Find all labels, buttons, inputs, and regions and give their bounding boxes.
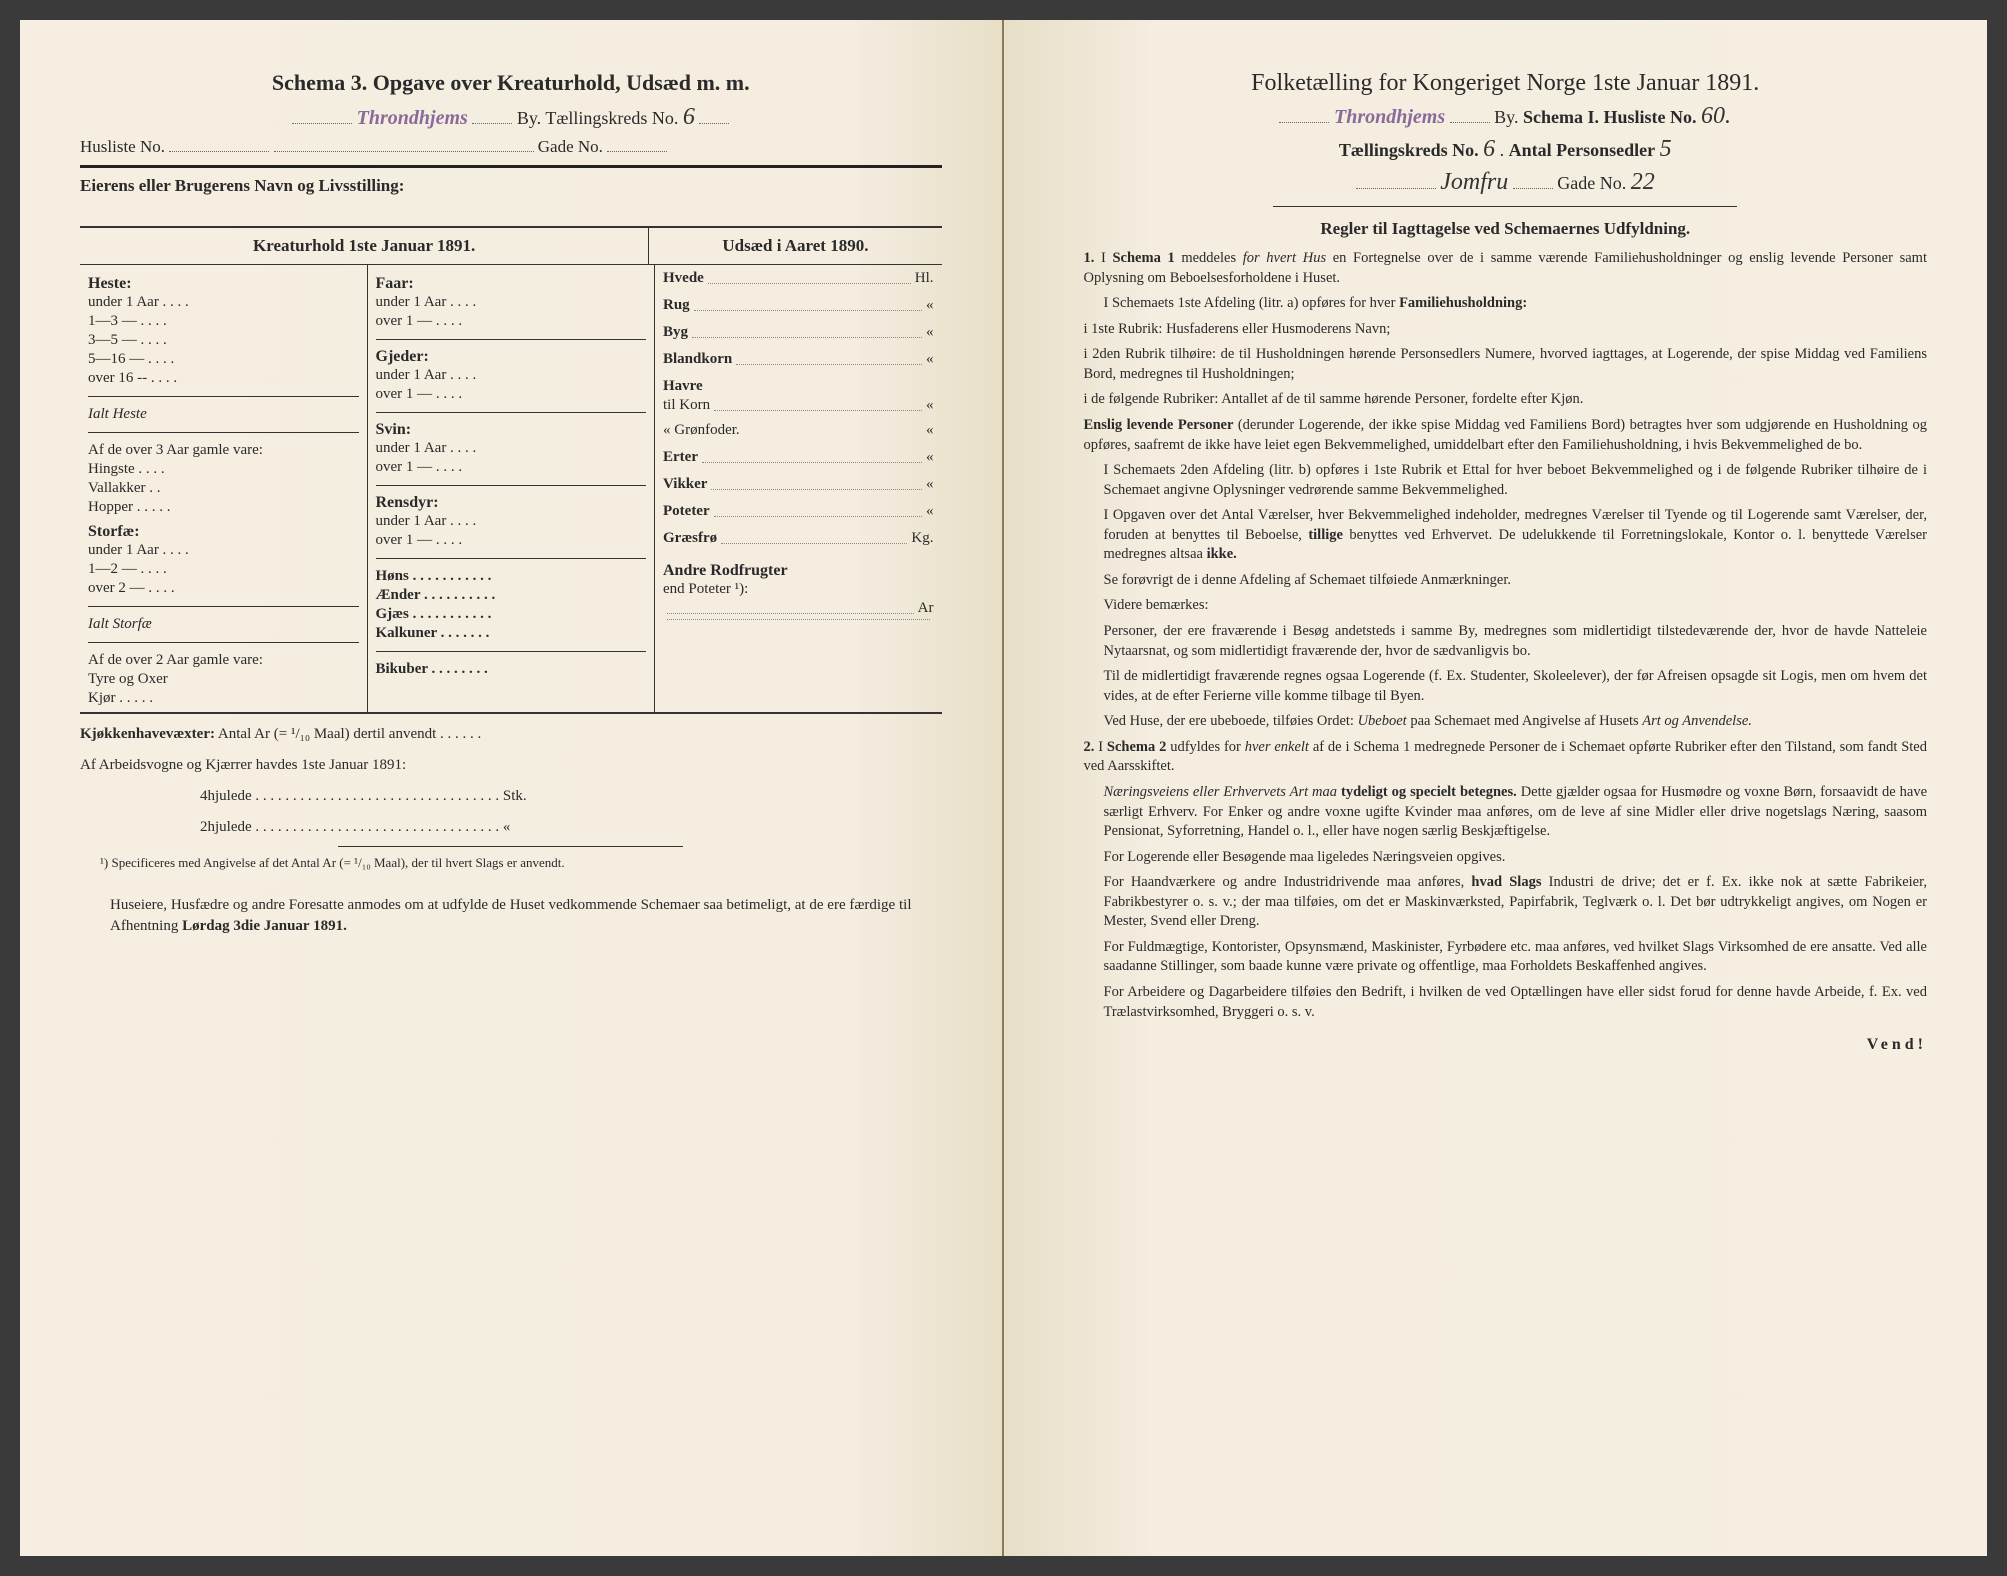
andre-head: Andre Rodfrugter <box>663 562 934 580</box>
husliste-label: Husliste No. <box>80 137 165 156</box>
faar-head: Faar: <box>376 275 647 293</box>
r-city-line: Throndhjems By. Schema I. Husliste No. 6… <box>1084 103 1928 130</box>
gjeder-head: Gjeder: <box>376 348 647 366</box>
rules-heading: Regler til Iagttagelse ved Schemaernes U… <box>1084 219 1928 239</box>
rules-body: 1. I Schema 1 meddeles for hvert Hus en … <box>1084 249 1928 1022</box>
right-page: Folketælling for Kongeriget Norge 1ste J… <box>1004 20 1988 1556</box>
storfae-head: Storfæ: <box>88 523 359 541</box>
city-stamp: Throndhjems <box>357 107 468 129</box>
vend-label: Vend! <box>1084 1036 1928 1054</box>
schema3-title: Schema 3. Opgave over Kreaturhold, Udsæd… <box>80 70 942 96</box>
kreatur-head: Kreaturhold 1ste Januar 1891. <box>80 228 649 264</box>
census-title: Folketælling for Kongeriget Norge 1ste J… <box>1084 70 1928 97</box>
arbeids-2: 2hjulede . . . . . . . . . . . . . . . .… <box>80 817 942 838</box>
arbeids-head: Af Arbeidsvogne og Kjærrer havdes 1ste J… <box>80 755 942 776</box>
heste-head: Heste: <box>88 275 359 293</box>
husliste-line: Husliste No. Gade No. <box>80 137 942 157</box>
city-line: Throndhjems By. Tællingskreds No. 6 <box>80 104 942 131</box>
gade-name: Jomfru <box>1440 169 1508 195</box>
left-page: Schema 3. Opgave over Kreaturhold, Udsæd… <box>20 20 1004 1556</box>
col-heste-storfae: Heste: under 1 Aar . . . . 1—3 — . . . .… <box>80 265 368 712</box>
by-label: By. <box>517 108 541 128</box>
rensdyr-head: Rensdyr: <box>376 494 647 512</box>
r-city-stamp: Throndhjems <box>1334 106 1445 128</box>
gade-label: Gade No. <box>538 137 603 156</box>
svin-head: Svin: <box>376 421 647 439</box>
closing-text: Huseiere, Husfædre og andre Foresatte an… <box>80 895 942 937</box>
gade-value: 22 <box>1631 169 1655 195</box>
udsaed-head: Udsæd i Aaret 1890. <box>649 228 941 264</box>
tkreds-label: Tællingskreds No. <box>545 108 678 128</box>
r-tkreds-value: 6 <box>1483 136 1495 162</box>
document-spread: Schema 3. Opgave over Kreaturhold, Udsæd… <box>20 20 1987 1556</box>
col-udsaed: HvedeHl. Rug« Byg« Blandkorn« Havre til … <box>655 265 942 712</box>
husliste-value: 60. <box>1701 103 1731 129</box>
tkreds-value: 6 <box>683 104 695 130</box>
antal-value: 5 <box>1660 136 1672 162</box>
col-other-animals: Faar: under 1 Aar . . . . over 1 — . . .… <box>368 265 656 712</box>
owner-label: Eierens eller Brugerens Navn og Livsstil… <box>80 176 942 196</box>
kjokken-line: Kjøkkenhavevæxter: Antal Ar (= ¹/₁₀ Maal… <box>80 724 942 745</box>
r-tkreds-line: Tællingskreds No. 6 . Antal Personsedler… <box>1084 136 1928 163</box>
arbeids-4: 4hjulede . . . . . . . . . . . . . . . .… <box>80 786 942 807</box>
r-gade-line: Jomfru Gade No. 22 <box>1084 169 1928 196</box>
footnote: ¹) Specificeres med Angivelse af det Ant… <box>80 855 942 871</box>
